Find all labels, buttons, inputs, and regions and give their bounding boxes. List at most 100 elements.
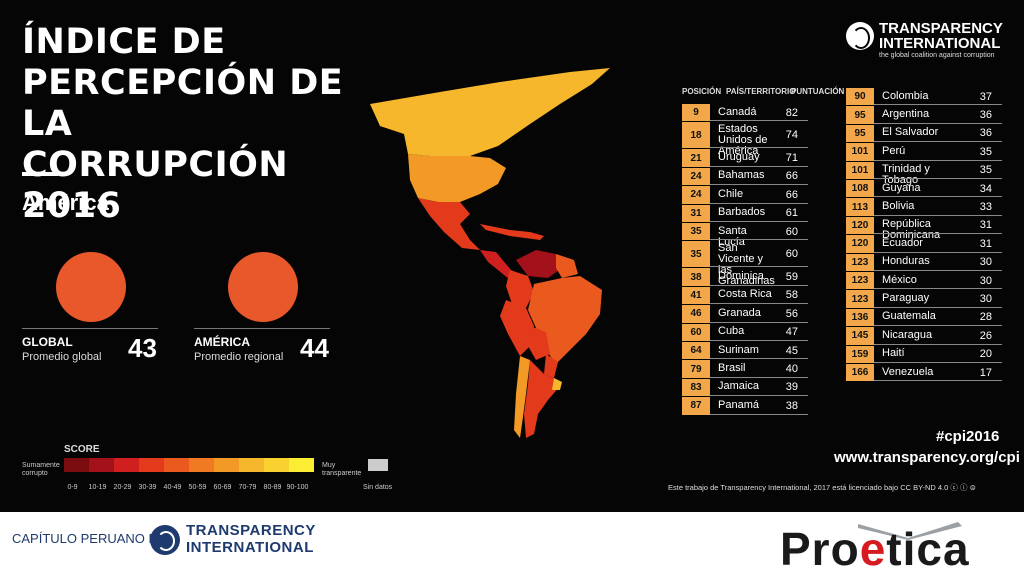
row-divider [710,239,808,241]
country-name: Dominica [718,270,764,283]
row-divider [710,395,808,397]
ranking-row: 24 Chile 66 [682,186,808,204]
legend-ticks: 0-9 10-19 20-29 30-39 40-49 50-59 60-69 70-79 80… [60,484,310,491]
legend-tick: 70-79 [238,484,257,491]
ranking-row: 9 Canadá 82 [682,104,808,122]
row-divider [710,376,808,378]
row-divider [874,343,1002,345]
row-divider [710,147,808,149]
map-argentina [524,360,560,438]
rank-position: 9 [682,104,710,122]
ranking-row: 46 Granada 56 [682,305,808,323]
map-venezuela [516,250,562,278]
proetica-part-3: tica [886,523,970,575]
ranking-row: 120 República Dominicana 31 [846,216,1002,241]
country-name: México [882,273,917,286]
rank-position: 101 [846,161,874,179]
country-name: Guyana [882,181,921,194]
legend-swatch [289,458,314,472]
america-value: 44 [300,333,329,363]
country-score: 60 [785,248,798,261]
row-divider [710,321,808,323]
row-divider [710,202,808,204]
country-score: 17 [979,366,992,379]
row-divider [710,165,808,167]
ranking-row: 31 Barbados 61 [682,204,808,222]
title-divider [22,172,58,176]
country-score: 40 [785,363,798,376]
legend-swatch [264,458,289,472]
country-name: Haití [882,347,905,360]
rank-position: 145 [846,327,874,345]
legend-nodata-label: Sin datos [363,484,393,491]
country-score: 35 [979,145,992,158]
legend-right-label: Muy transparente [322,462,362,477]
country-name: San Vicente y las Granadinas [718,242,775,288]
legend-tick: 0-9 [67,484,78,491]
rank-position: 35 [682,223,710,241]
country-name: Chile [718,187,744,200]
title-line-3: CORRUPCIÓN 2016 [22,145,289,226]
country-name: El Salvador [882,126,939,139]
row-divider [710,284,808,286]
legend-swatch [214,458,239,472]
rank-position: 18 [682,122,710,149]
ranking-row: 83 Jamaica 39 [682,378,808,397]
country-name: Perú [882,144,906,157]
logo-line-1: TRANSPARENCY [879,20,1003,37]
row-divider [874,325,1002,327]
ranking-row: 90 Colombia 37 [846,88,1002,106]
america-circle [228,252,298,322]
logo-tagline: the global coalition against corruption [879,52,995,59]
country-name: Cuba [718,325,745,338]
country-name: Surinam [718,343,759,356]
rank-position: 123 [846,290,874,308]
legend-tick: 40-49 [163,484,182,491]
country-score: 31 [979,219,992,232]
ranking-row: 166 Venezuela 17 [846,364,1002,382]
rank-position: 136 [846,308,874,327]
ranking-row: 24 Bahamas 66 [682,167,808,186]
global-circle [56,252,126,322]
country-score: 35 [979,164,992,177]
country-name: Guatemala [882,310,936,323]
ranking-row: 60 Cuba 47 [682,323,808,341]
legend-swatch [239,458,264,472]
ranking-row: 35 San Vicente y las Granadinas 60 [682,241,808,287]
country-name: Canadá [718,105,757,118]
country-name: Bahamas [718,169,765,182]
ranking-row: 101 Trinidad y Tobago 35 [846,161,1002,186]
country-score: 66 [785,170,798,183]
rank-position: 21 [682,149,710,167]
legend-swatch [164,458,189,472]
ranking-row: 123 México 30 [846,272,1002,290]
country-name: Bolivia [882,200,915,213]
license-line: Este trabajo de Transparency Internation… [668,483,949,492]
country-score: 66 [785,188,798,201]
row-divider [874,380,1002,382]
rank-position: 38 [682,268,710,286]
map-peru [500,300,534,356]
legend-tick: 20-29 [113,484,132,491]
legend-tick: 90-100 [286,484,309,491]
proetica-logo: Proetica [780,522,970,576]
row-divider [874,196,1002,198]
rank-position: 166 [846,364,874,382]
map-mexico [418,198,480,250]
row-divider [710,266,808,268]
row-divider [710,358,808,360]
rank-position: 64 [682,342,710,360]
row-divider [874,214,1002,216]
country-name: Argentina [882,108,930,121]
rank-position: 31 [682,204,710,222]
country-name: Uruguay [718,151,760,164]
global-value: 43 [128,333,157,363]
map-caribbean [480,224,544,240]
cpi-url[interactable]: www.transparency.org/cpi [834,449,1020,466]
legend-nodata-swatch [368,459,388,471]
row-divider [710,220,808,222]
country-name: Ecuador [882,236,923,249]
row-divider [874,251,1002,253]
legend-left-label: Sumamente corrupto [22,462,60,477]
country-name: Costa Rica [718,288,772,301]
